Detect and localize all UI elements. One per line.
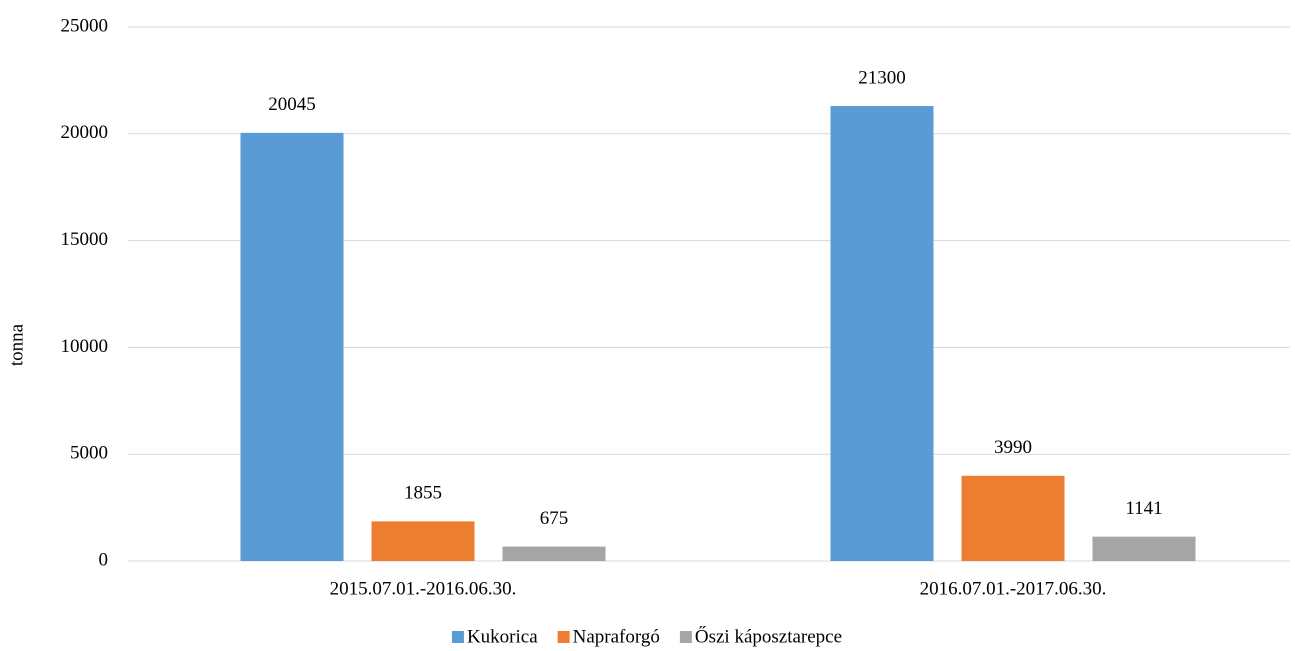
y-tick-label: 0: [99, 549, 109, 570]
x-tick-label: 2016.07.01.-2017.06.30.: [920, 578, 1107, 599]
legend-swatch: [451, 631, 464, 643]
legend-swatch: [557, 631, 570, 643]
y-tick-label: 10000: [61, 336, 109, 357]
y-tick-label: 25000: [61, 15, 109, 36]
bar: [961, 475, 1065, 561]
legend-label: Napraforgó: [573, 626, 660, 647]
data-label: 675: [540, 508, 569, 529]
legend-label: Kukorica: [467, 626, 538, 647]
y-tick-label: 5000: [70, 443, 108, 464]
legend-label: Őszi káposztarepce: [695, 625, 842, 647]
x-tick-label: 2015.07.01.-2016.06.30.: [330, 578, 517, 599]
data-label: 1141: [1125, 498, 1162, 519]
bar: [240, 132, 344, 561]
legend-swatch: [679, 631, 692, 643]
bar: [502, 546, 606, 561]
y-tick-label: 20000: [61, 122, 109, 143]
data-label: 21300: [858, 67, 906, 88]
legend: Kukorica Napraforgó Őszi káposztarepce: [451, 625, 842, 647]
bar: [830, 106, 934, 562]
y-tick-label: 15000: [61, 229, 109, 250]
data-label: 1855: [404, 483, 442, 504]
data-label: 3990: [994, 437, 1032, 458]
bar: [1092, 536, 1196, 561]
bar: [371, 521, 475, 561]
data-label: 20045: [268, 94, 316, 115]
y-axis-label: tonna: [6, 323, 27, 366]
